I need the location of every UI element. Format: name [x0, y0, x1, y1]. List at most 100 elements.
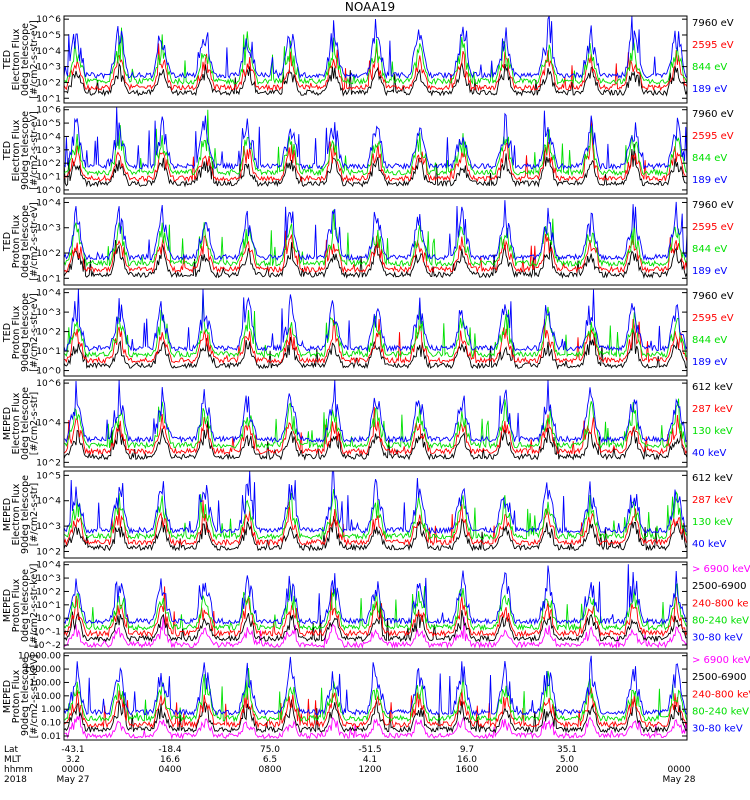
series-trace-1 [63, 406, 688, 456]
legend-entry: 2500-6900 [692, 672, 747, 683]
plot-frame [63, 652, 688, 741]
ylabel-line: MEPED [2, 589, 13, 622]
legend-entry: 189 eV [692, 84, 727, 95]
ytick-label: 10^3 [36, 146, 61, 156]
ylabel-line: TED [2, 232, 13, 252]
legend-entry: 2595 eV [692, 40, 734, 51]
ytick-label: 10^2 [36, 547, 61, 557]
ytick-label: 10^2 [36, 458, 61, 468]
xaxis-tick-label: -43.1 [61, 745, 84, 755]
xaxis-tick-label: 2000 [556, 765, 579, 775]
legend-entry: 40 keV [692, 539, 726, 550]
series-trace-4 [63, 655, 688, 717]
legend-entry: 189 eV [692, 266, 727, 277]
series-trace-0 [63, 516, 688, 552]
xaxis-tick-label: 1600 [456, 765, 479, 775]
ytick-label: 10^6 [36, 15, 61, 25]
ylabel-line: Electron Flux [11, 28, 22, 90]
ytick-label: 0.10 [41, 719, 61, 729]
series-trace-0 [63, 62, 688, 97]
ytick-label: 10000.00 [18, 652, 61, 662]
panel-ted-e-90: 10^0 10^1 10^2 10^3 10^4 10^5 10^6 TEDElectron … [2, 106, 734, 196]
figure-title: NOAA19 [345, 0, 395, 14]
ytick-label: 100.00 [30, 678, 62, 688]
legend-entry: 7960 eV [692, 291, 734, 302]
series-trace-1 [63, 605, 688, 643]
legend-entry: 80-240 keV [692, 707, 749, 718]
legend-entry: 189 eV [692, 357, 727, 368]
ylabel-line: MEPED [2, 407, 13, 440]
legend-entry: 2500-6900 [692, 581, 747, 592]
ytick-label: 10^4 [36, 198, 61, 208]
series-trace-0 [63, 713, 688, 740]
ytick-label: 10^2 [36, 78, 61, 88]
ytick-label: 10^2 [36, 328, 61, 338]
legend-entry: 130 keV [692, 517, 733, 528]
ylabel-line: Proton Flux [11, 669, 22, 723]
legend-entry: 240-800 keV [692, 689, 750, 700]
xaxis-tick-label: May 27 [57, 775, 90, 785]
ylabel-line: 0deg telescope [20, 23, 31, 96]
plot-frame [63, 15, 688, 104]
ytick-label: 10^2 [36, 249, 61, 259]
ylabel-line: 0deg telescope [20, 569, 31, 642]
ytick-label: 10^3 [36, 224, 61, 234]
ylabel-line: [#/cm2-s-str-keV] [29, 564, 40, 648]
legend-entry: 612 keV [692, 382, 733, 393]
series-trace-3 [63, 106, 688, 171]
ytick-label: 10^4 [36, 497, 61, 507]
ytick-label: 10^2 [36, 587, 61, 597]
xaxis-row-label: MLT [4, 755, 22, 765]
ylabel-line: 90deg telescope [20, 657, 31, 736]
legend-entry: 240-800 ke [692, 598, 749, 609]
series-trace-1 [63, 118, 688, 183]
ylabel-line: [#/cm2-s-str-eV] [29, 111, 40, 190]
xaxis-tick-label: 0400 [159, 765, 182, 775]
ylabel-line: 90deg telescope [20, 111, 31, 190]
legend-entry: 7960 eV [692, 200, 734, 211]
xaxis-tick-label: 0000 [62, 765, 85, 775]
ytick-label: 10^2 [36, 159, 61, 169]
legend-entry: 7960 eV [692, 18, 734, 29]
ytick-label: 10^5 [36, 471, 61, 481]
legend-entry: 30-80 keV [692, 724, 743, 735]
series-trace-1 [63, 230, 688, 274]
ytick-label: 0.01 [41, 732, 61, 742]
ytick-label: 10^3 [36, 522, 61, 532]
ylabel-line: 0deg telescope [20, 205, 31, 278]
legend-entry: 40 keV [692, 448, 726, 459]
ytick-label: 10^0 [36, 367, 61, 377]
plot-frame [63, 379, 688, 468]
ytick-label: 10^4 [36, 561, 61, 571]
legend-entry: > 6900 keV [692, 655, 750, 666]
ylabel-line: 90deg telescope [20, 475, 31, 554]
ylabel-line: TED [2, 50, 13, 70]
xaxis-tick-label: -18.4 [158, 745, 182, 755]
series-trace-2 [63, 586, 688, 638]
xaxis-tick-label: -51.5 [358, 745, 381, 755]
plot-frame [63, 470, 688, 559]
xaxis-tick-label: 4.1 [363, 755, 377, 765]
legend-entry: > 6900 keV [692, 564, 750, 575]
ylabel-line: Proton Flux [11, 214, 22, 268]
xaxis-tick-label: 35.1 [557, 745, 577, 755]
ylabel-line: TED [2, 141, 13, 161]
series-trace-2 [63, 687, 688, 729]
ytick-label: 1.00 [41, 705, 61, 715]
ytick-label: 10^3 [36, 63, 61, 73]
ytick-label: 10^1 [36, 94, 61, 104]
xaxis-tick-label: 0800 [259, 765, 282, 775]
ytick-label: 10.00 [35, 692, 61, 702]
xaxis-tick-label: 5.0 [560, 755, 575, 765]
series-trace-3 [63, 200, 688, 262]
series-trace-1 [63, 318, 688, 365]
panel-meped-p-90: 0.01 0.10 1.00 10.00 100.00 1000.00 10000.00 ME… [2, 652, 750, 742]
ylabel-line: Electron Flux [11, 392, 22, 454]
ytick-label: 10^0 [36, 186, 61, 196]
legend-entry: 287 keV [692, 404, 733, 415]
xaxis-tick-label: 1200 [359, 765, 382, 775]
xaxis-row-label: 2018 [4, 775, 27, 785]
ylabel-line: Electron Flux [11, 483, 22, 545]
